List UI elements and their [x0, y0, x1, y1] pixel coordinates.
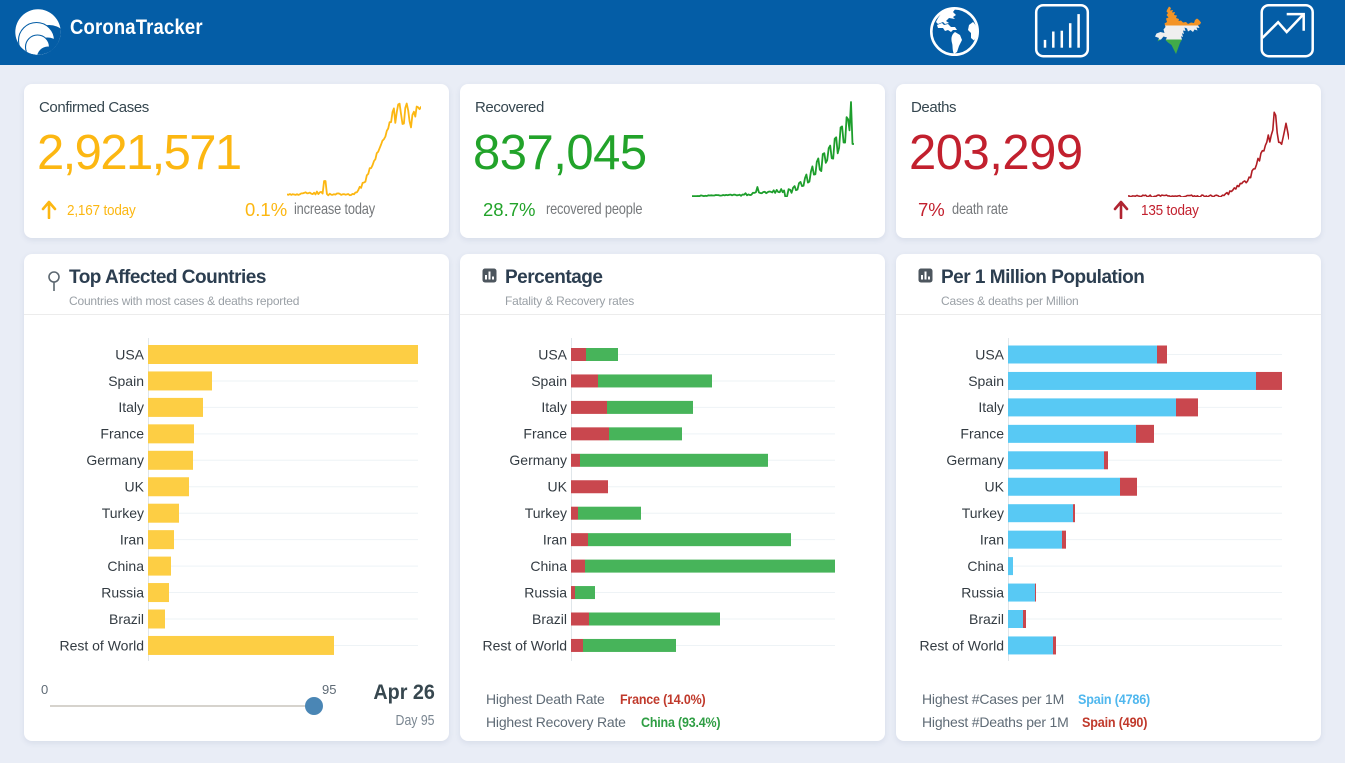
svg-text:Brazil: Brazil	[109, 611, 144, 627]
svg-text:Spain: Spain	[968, 373, 1004, 389]
svg-text:Rest of World: Rest of World	[919, 637, 1004, 653]
svg-text:UK: UK	[125, 479, 145, 495]
svg-text:China: China	[530, 558, 567, 574]
svg-text:Italy: Italy	[541, 399, 567, 415]
svg-text:Rest of World: Rest of World	[59, 637, 144, 653]
svg-text:Iran: Iran	[120, 531, 144, 547]
svg-text:Germany: Germany	[86, 452, 144, 468]
svg-text:Turkey: Turkey	[102, 505, 144, 521]
svg-text:UK: UK	[548, 479, 568, 495]
svg-text:Italy: Italy	[978, 399, 1004, 415]
svg-text:Russia: Russia	[524, 584, 567, 600]
svg-text:France: France	[960, 426, 1004, 442]
svg-text:China: China	[107, 558, 144, 574]
svg-text:Spain: Spain	[531, 373, 567, 389]
svg-text:UK: UK	[985, 479, 1005, 495]
svg-text:France: France	[523, 426, 567, 442]
svg-text:Italy: Italy	[118, 399, 144, 415]
svg-text:Germany: Germany	[509, 452, 567, 468]
svg-text:Turkey: Turkey	[525, 505, 567, 521]
svg-text:China: China	[967, 558, 1004, 574]
svg-text:Rest of World: Rest of World	[482, 637, 567, 653]
svg-text:Russia: Russia	[101, 584, 144, 600]
svg-text:Iran: Iran	[980, 531, 1004, 547]
svg-text:Russia: Russia	[961, 584, 1004, 600]
svg-text:USA: USA	[975, 346, 1004, 362]
svg-text:France: France	[100, 426, 144, 442]
svg-text:USA: USA	[538, 346, 567, 362]
svg-text:USA: USA	[115, 346, 144, 362]
svg-text:Spain: Spain	[108, 373, 144, 389]
svg-text:Brazil: Brazil	[969, 611, 1004, 627]
svg-text:Iran: Iran	[543, 531, 567, 547]
svg-text:Germany: Germany	[946, 452, 1004, 468]
svg-text:Brazil: Brazil	[532, 611, 567, 627]
svg-text:Turkey: Turkey	[962, 505, 1004, 521]
